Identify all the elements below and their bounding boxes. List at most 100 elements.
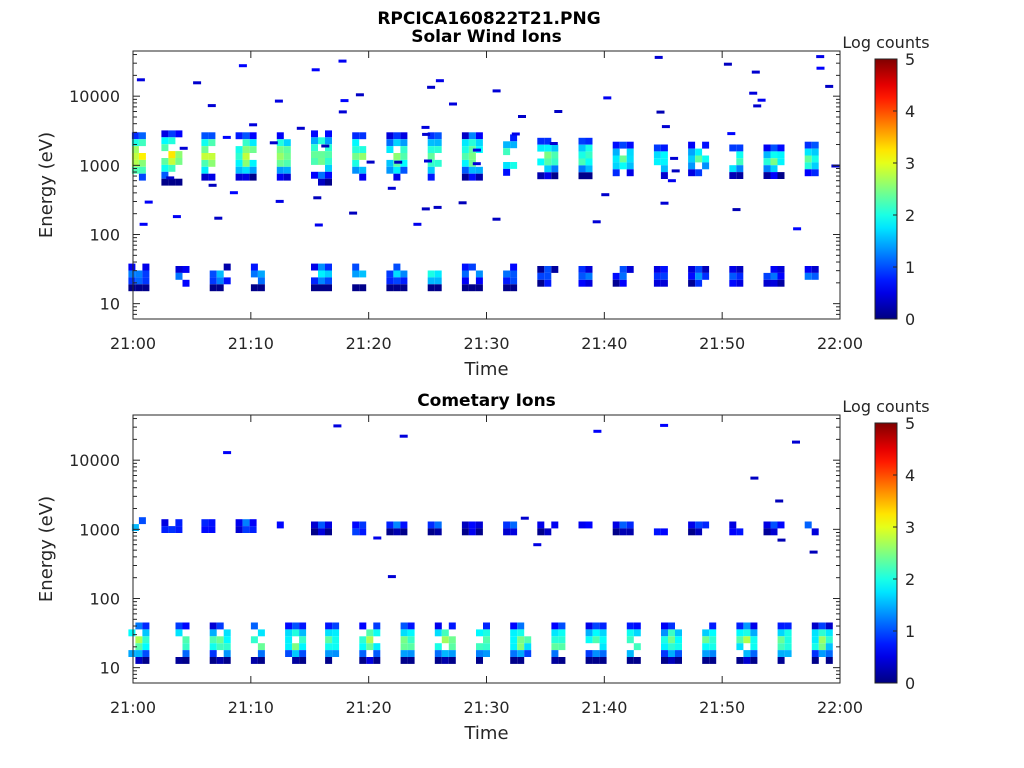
heatmap-cell bbox=[311, 130, 318, 138]
heatmap-cell bbox=[128, 277, 136, 285]
heatmap-cell bbox=[688, 169, 696, 177]
colorbar-tick-label: 5 bbox=[905, 50, 915, 69]
heatmap-cell bbox=[448, 636, 456, 644]
heatmap-cell bbox=[551, 521, 559, 529]
heatmap-cell bbox=[626, 169, 634, 177]
heatmap-cell bbox=[422, 132, 431, 136]
heatmap-cell bbox=[818, 629, 826, 637]
heatmap-cell bbox=[311, 144, 318, 152]
heatmap-cell bbox=[242, 146, 250, 153]
heatmap-cell bbox=[250, 657, 258, 664]
heatmap-cell bbox=[695, 148, 703, 156]
colorbar-label: Log counts bbox=[842, 397, 929, 416]
heatmap-cell bbox=[660, 151, 668, 159]
heatmap-cell bbox=[578, 165, 586, 173]
heatmap-cell bbox=[475, 139, 483, 147]
heatmap-cell bbox=[763, 528, 771, 536]
heatmap-cell bbox=[208, 132, 216, 140]
heatmap-cell bbox=[400, 166, 408, 174]
heatmap-cell bbox=[182, 636, 190, 644]
heatmap-cell bbox=[311, 284, 318, 292]
heatmap-cell bbox=[804, 272, 812, 280]
heatmap-cell bbox=[736, 622, 744, 630]
heatmap-cell bbox=[366, 629, 374, 637]
heatmap-cell bbox=[763, 172, 771, 179]
heatmap-cell bbox=[461, 270, 469, 278]
heatmap-cell bbox=[551, 650, 559, 657]
heatmap-cell bbox=[175, 178, 183, 186]
heatmap-cell bbox=[201, 139, 209, 147]
heatmap-cell bbox=[393, 139, 401, 147]
heatmap-cell bbox=[393, 153, 401, 160]
heatmap-cell bbox=[626, 141, 634, 149]
heatmap-cell bbox=[355, 93, 364, 97]
heatmap-cell bbox=[626, 650, 634, 657]
colorbar-tick-label: 3 bbox=[905, 518, 915, 537]
heatmap-cell bbox=[558, 629, 566, 637]
heatmap-cell bbox=[753, 104, 762, 108]
heatmap-cell bbox=[325, 158, 332, 165]
heatmap-cell bbox=[483, 650, 490, 657]
heatmap-cell bbox=[653, 144, 661, 152]
heatmap-cell bbox=[332, 629, 340, 637]
heatmap-cell bbox=[660, 279, 668, 287]
heatmap-cell bbox=[653, 158, 661, 166]
heatmap-cell bbox=[249, 139, 257, 147]
heatmap-cell bbox=[784, 636, 792, 644]
heatmap-cell bbox=[250, 270, 258, 278]
heatmap-cell bbox=[359, 521, 367, 529]
heatmap-cell bbox=[475, 521, 483, 529]
heatmap-cell bbox=[461, 159, 469, 167]
heatmap-cell bbox=[599, 622, 607, 630]
heatmap-cell bbox=[427, 153, 435, 160]
heatmap-cell bbox=[427, 521, 435, 529]
heatmap-cell bbox=[750, 636, 758, 644]
heatmap-cell bbox=[313, 196, 322, 200]
heatmap-cell bbox=[476, 657, 483, 664]
heatmap-cell bbox=[276, 159, 284, 167]
heatmap-cell bbox=[660, 266, 668, 273]
heatmap-cell bbox=[434, 284, 442, 292]
heatmap-cell bbox=[242, 139, 250, 147]
heatmap-cell bbox=[688, 155, 696, 163]
heatmap-cell bbox=[142, 284, 150, 292]
heatmap-cell bbox=[661, 650, 668, 657]
heatmap-cell bbox=[475, 528, 483, 536]
heatmap-cell bbox=[359, 166, 367, 174]
heatmap-cell bbox=[333, 424, 342, 428]
heatmap-cell bbox=[777, 650, 785, 657]
heatmap-cell bbox=[695, 528, 703, 536]
heatmap-cell bbox=[695, 266, 703, 273]
heatmap-cell bbox=[325, 643, 333, 651]
heatmap-cell bbox=[770, 528, 778, 536]
heatmap-cell bbox=[352, 166, 360, 174]
heatmap-cell bbox=[750, 650, 758, 657]
heatmap-cell bbox=[276, 146, 284, 153]
heatmap-cell bbox=[551, 629, 559, 637]
heatmap-cell bbox=[475, 166, 483, 174]
heatmap-cell bbox=[250, 284, 258, 292]
heatmap-cell bbox=[138, 159, 146, 167]
heatmap-cell bbox=[250, 263, 258, 271]
heatmap-cell bbox=[750, 629, 758, 637]
heatmap-cell bbox=[475, 173, 483, 181]
heatmap-cell bbox=[135, 643, 143, 651]
heatmap-cell bbox=[413, 222, 422, 226]
heatmap-cell bbox=[777, 629, 785, 637]
heatmap-cell bbox=[386, 270, 394, 278]
heatmap-cell bbox=[461, 166, 469, 174]
heatmap-cell bbox=[537, 137, 545, 145]
heatmap-cell bbox=[207, 104, 216, 108]
heatmap-cell bbox=[292, 650, 300, 657]
plot-area bbox=[133, 51, 840, 319]
heatmap-cell bbox=[585, 650, 593, 657]
heatmap-cell bbox=[387, 186, 396, 190]
heatmap-cell bbox=[544, 158, 552, 166]
heatmap-cell bbox=[763, 158, 771, 166]
heatmap-cell bbox=[811, 643, 819, 651]
heatmap-cell bbox=[612, 528, 620, 536]
heatmap-cell bbox=[743, 657, 751, 664]
heatmap-cell bbox=[675, 657, 682, 664]
heatmap-cell bbox=[135, 284, 143, 292]
